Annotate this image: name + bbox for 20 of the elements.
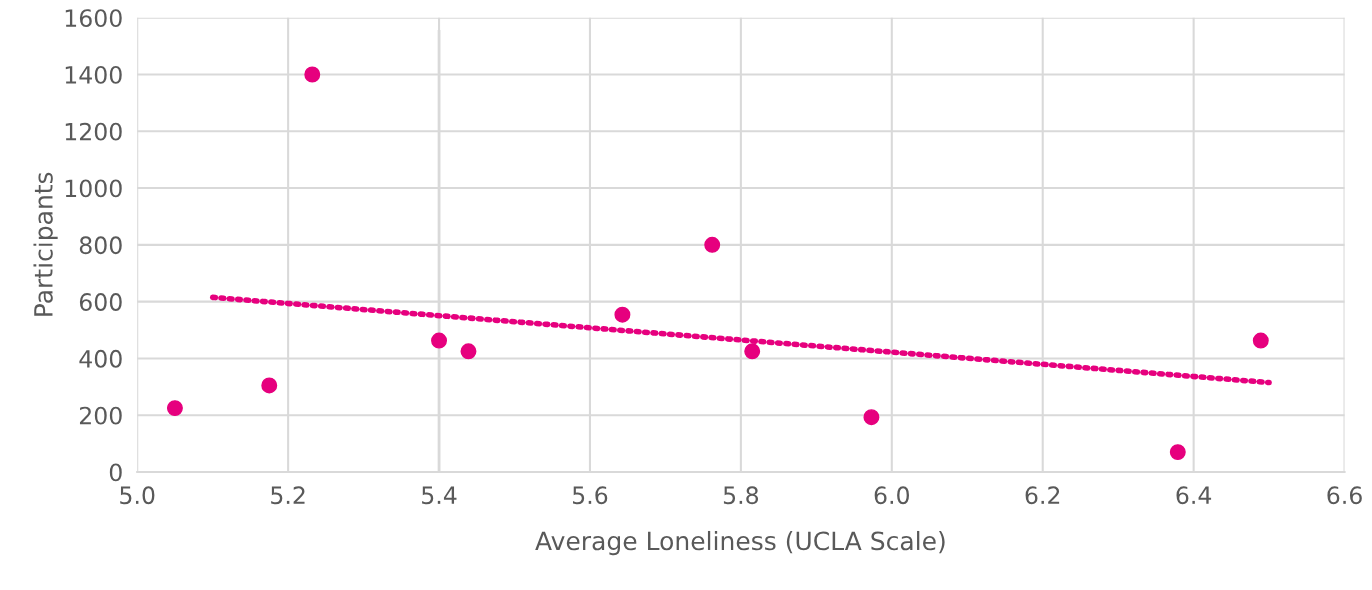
x-tick-label: 5.0: [120, 486, 155, 505]
y-tick-label: 800: [79, 236, 122, 255]
x-tick-label: 5.8: [723, 486, 759, 505]
y-tick-label: 1200: [65, 122, 122, 141]
x-tick-label: 6.2: [1025, 486, 1060, 505]
y-tick-label: 600: [79, 293, 122, 311]
y-tick-label: 200: [79, 406, 122, 425]
y-tick-label: 1600: [65, 9, 122, 28]
x-tick-label: 5.6: [573, 486, 608, 505]
x-tick-label: 5.4: [422, 486, 457, 505]
x-tick-label: 5.2: [271, 486, 305, 505]
x-tick-label: 6.0: [874, 486, 910, 505]
x-tick-label: 6.6: [1327, 486, 1362, 505]
y-tick-label: 400: [79, 349, 122, 368]
x-axis-title: Average Loneliness (UCLA Scale): [535, 530, 945, 556]
x-tick-label: 6.4: [1176, 486, 1212, 505]
y-tick-label: 0: [109, 463, 122, 482]
y-tick-label: 1400: [65, 65, 122, 84]
y-tick-label: 1000: [65, 179, 122, 198]
y-axis-title: Participants: [33, 172, 58, 316]
